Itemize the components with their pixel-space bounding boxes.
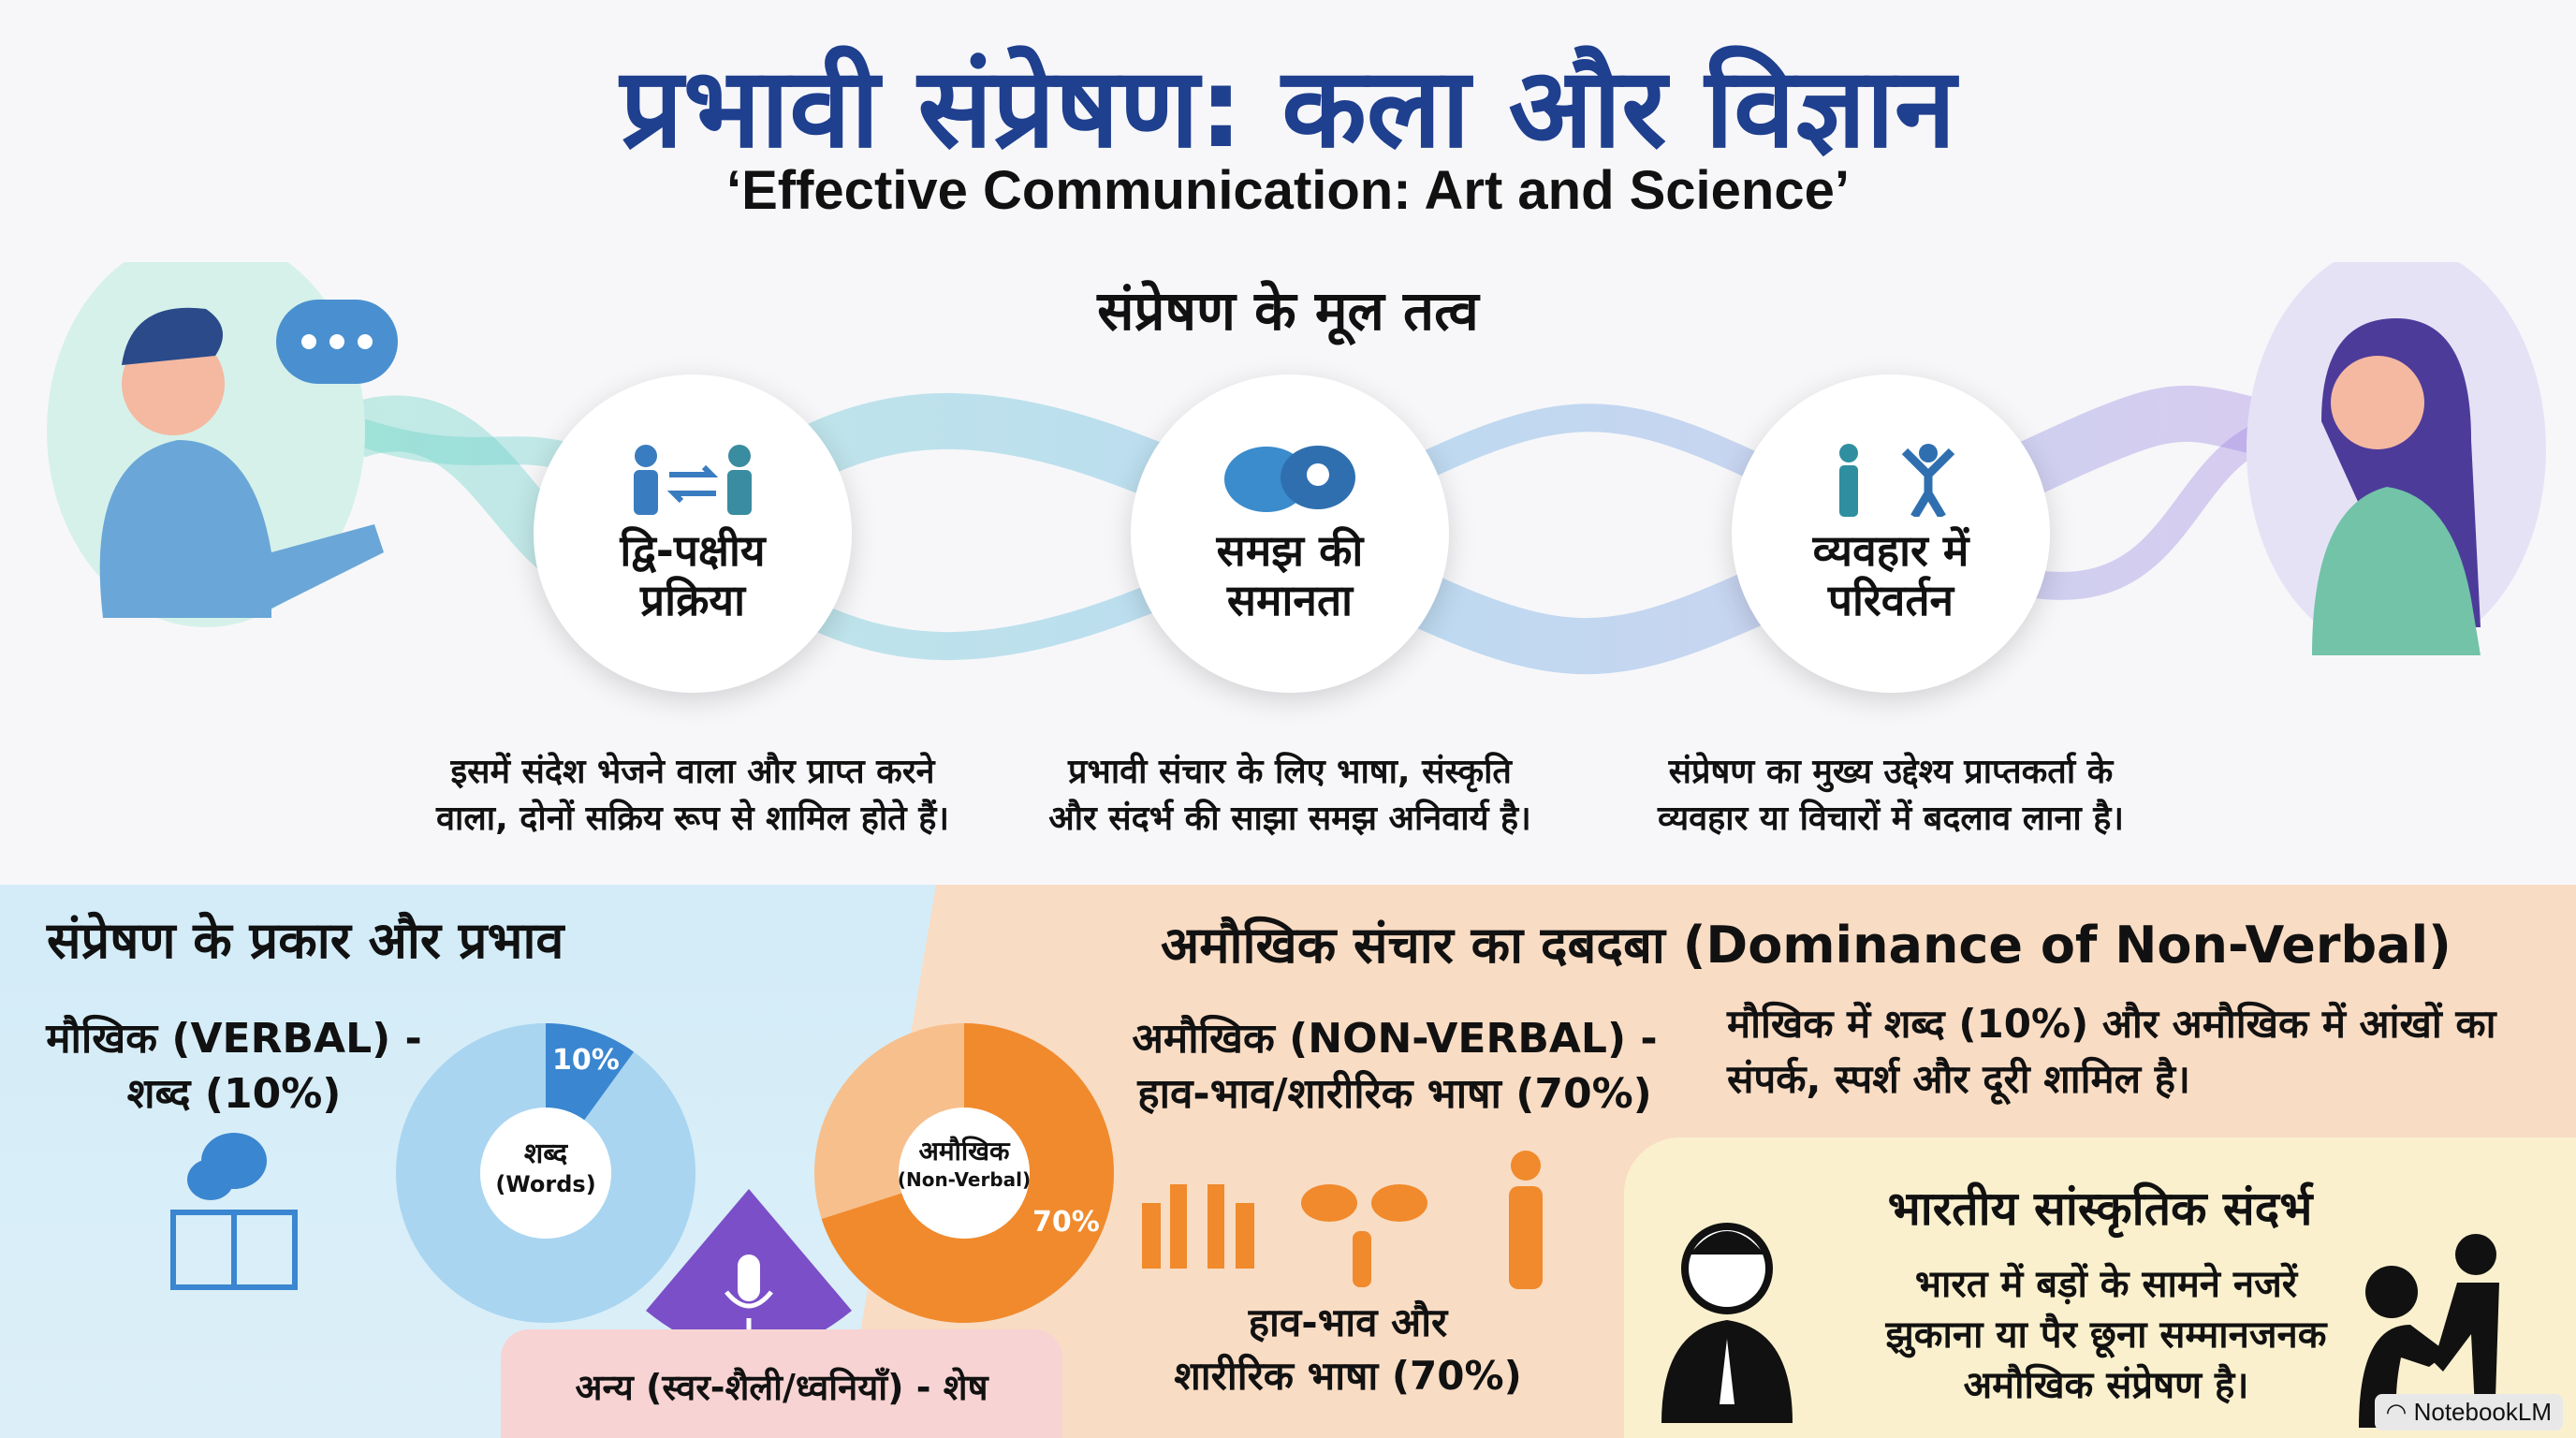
culture-line: भारत में बड़ों के सामने नजरें [1914, 1263, 2298, 1306]
culture-line: अमौखिक संप्रेषण है। [1963, 1364, 2249, 1407]
element-label: द्वि-पक्षीय [620, 525, 766, 577]
verbal-label-line: शब्द (10%) [126, 1070, 342, 1119]
other-label: अन्य (स्वर-शैली/ध्वनियाँ) - शेष [575, 1367, 988, 1408]
speaker-person-icon [99, 307, 385, 618]
caption-line: हाव-भाव और [1248, 1299, 1448, 1345]
other-box: अन्य (स्वर-शैली/ध्वनियाँ) - शेष [501, 1329, 1062, 1438]
culture-line: झुकाना या पैर छूना सम्मानजनक [1885, 1313, 2327, 1357]
speech-bubbles-lightbulb-icon [1224, 446, 1355, 513]
behavior-change-icon [1839, 444, 1955, 518]
element-description: इसमें संदेश भेजने वाला और प्राप्त करने वा… [393, 749, 992, 844]
hands-icon [1142, 1184, 1254, 1269]
gesture-caption: हाव-भाव और शारीरिक भाषा (70%) [1123, 1297, 1573, 1402]
words-center-label: शब्द (Words) [471, 1133, 621, 1197]
donut-segment-words [396, 1023, 695, 1323]
element-label: समानता [1226, 575, 1354, 625]
listener-person-icon [2312, 318, 2481, 655]
note-line: संपर्क, स्पर्श और दूरी शामिल है। [1727, 1055, 2190, 1102]
donut-segment-nonverbal [814, 1023, 1114, 1323]
badge-label: NotebookLM [2413, 1398, 2552, 1426]
speech-bubble-icon [276, 300, 398, 384]
notebooklm-logo-icon: ◠ [2385, 1398, 2414, 1426]
desc-line: संप्रेषण का मुख्य उद्देश्य प्राप्तकर्ता … [1668, 753, 2114, 791]
nonverbal-label-line: हाव-भाव/शारीरिक भाषा (70%) [1137, 1070, 1652, 1119]
nonverbal-center-label: अमौखिक (Non-Verbal) [889, 1133, 1039, 1191]
chat-book-icon [170, 1133, 298, 1290]
desc-line: इसमें संदेश भेजने वाला और प्राप्त करने [450, 753, 935, 791]
desc-line: व्यवहार या विचारों में बदलाव लाना है। [1657, 800, 2125, 839]
nonverbal-label: अमौखिक (NON-VERBAL) - हाव-भाव/शारीरिक भाष… [1114, 1011, 1676, 1123]
element-label: प्रक्रिया [639, 575, 745, 625]
culture-title: भारतीय सांस्कृतिक संदर्भ [1887, 1181, 2313, 1236]
words-donut-chart [396, 1023, 695, 1323]
element-shared-understanding: समझ की समानता [1131, 374, 1449, 693]
words-center-sub: (Words) [495, 1171, 596, 1197]
namaste-person-icon [1661, 1223, 1793, 1423]
caption-line: शारीरिक भाषा (70%) [1174, 1352, 1522, 1399]
element-two-way-process: द्वि-पक्षीय प्रक्रिया [534, 374, 852, 693]
nonverbal-heading: अमौखिक संचार का दबदबा (Dominance of Non-… [1161, 916, 2452, 975]
page-title: प्रभावी संप्रेषण: कला और विज्ञान [620, 43, 1956, 172]
nonverbal-label-line: अमौखिक (NON-VERBAL) - [1132, 1015, 1658, 1063]
posture-icon [1509, 1151, 1543, 1289]
verbal-label-line: मौखिक (VERBAL) - [46, 1015, 422, 1063]
section-title-elements: संप्रेषण के मूल तत्व [1097, 279, 1479, 343]
desc-line: प्रभावी संचार के लिए भाषा, संस्कृति [1068, 753, 1512, 791]
nonverbal-center-sub: (Non-Verbal) [897, 1168, 1032, 1191]
culture-text: भारत में बड़ों के सामने नजरें झुकाना या प… [1778, 1259, 2434, 1411]
element-behavior-change: व्यवहार में परिवर्तन [1732, 374, 2050, 693]
element-label: व्यवहार में [1812, 525, 1969, 577]
element-description: प्रभावी संचार के लिए भाषा, संस्कृति और सं… [990, 749, 1589, 844]
types-heading: संप्रेषण के प्रकार और प्रभाव [47, 911, 564, 970]
desc-line: वाला, दोनों सक्रिय रूप से शामिल होते हैं… [436, 800, 949, 839]
verbal-label: मौखिक (VERBAL) - शब्द (10%) [37, 1011, 431, 1123]
microphone-icon [646, 1189, 852, 1353]
desc-line: और संदर्भ की साझा समझ अनिवार्य है। [1048, 800, 1531, 839]
words-percent: 10% [552, 1044, 620, 1077]
eyes-icon [1301, 1184, 1427, 1287]
gesture-icons [1142, 1151, 1543, 1289]
two-way-exchange-icon [634, 445, 752, 516]
words-center-text: शब्द [523, 1137, 568, 1170]
note-line: मौखिक में शब्द (10%) और अमौखिक में आंखों… [1727, 1001, 2496, 1047]
element-label: समझ की [1216, 525, 1364, 577]
element-label: परिवर्तन [1827, 575, 1954, 625]
notebooklm-badge: ◠ NotebookLM [2374, 1394, 2563, 1431]
nonverbal-donut-chart [814, 1023, 1114, 1323]
element-description: संप्रेषण का मुख्य उद्देश्य प्राप्तकर्ता … [1591, 749, 2190, 844]
nonverbal-center-text: अमौखिक [918, 1136, 1010, 1167]
nonverbal-percent: 70% [1032, 1206, 1100, 1239]
page-subtitle: ‘Effective Communication: Art and Scienc… [726, 160, 1850, 221]
nonverbal-note: मौखिक में शब्द (10%) और अमौखिक में आंखों… [1727, 997, 2496, 1108]
